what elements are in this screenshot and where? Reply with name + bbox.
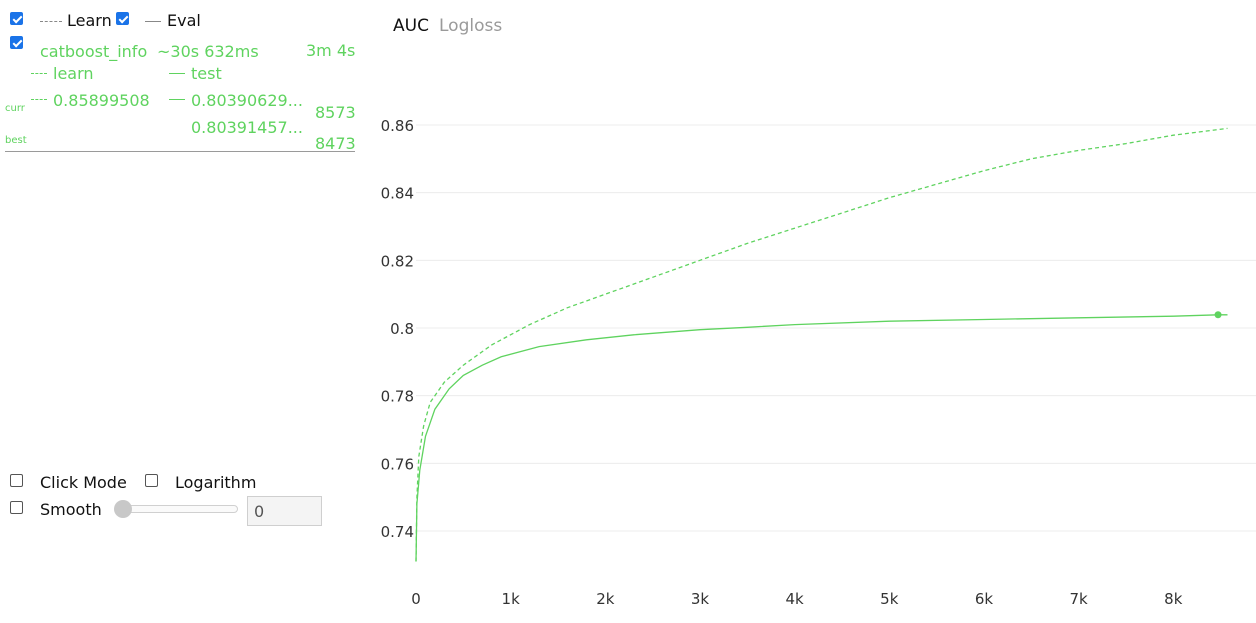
- smooth-value-input[interactable]: [247, 496, 322, 526]
- run-remaining-time: ~30s 632ms: [157, 42, 259, 61]
- logarithm-checkbox[interactable]: [145, 474, 158, 487]
- learn-column-dash-icon: [31, 73, 47, 74]
- test-column-line-icon: [169, 73, 185, 74]
- best-iteration: 8473: [315, 134, 356, 153]
- best-iteration-point[interactable]: [1214, 311, 1222, 319]
- curr-learn-dash-icon: [31, 99, 47, 100]
- x-tick-label: 2k: [596, 590, 615, 608]
- y-tick-label: 0.8: [390, 320, 414, 338]
- tab-logloss[interactable]: Logloss: [439, 16, 503, 36]
- click-mode-checkbox[interactable]: [10, 474, 23, 487]
- eval-legend-line-icon: [145, 21, 161, 22]
- click-mode-label: Click Mode: [40, 473, 127, 492]
- test-column-header: test: [191, 64, 222, 83]
- run-elapsed-time: 3m 4s: [306, 41, 356, 60]
- curr-learn-value: 0.85899508: [53, 91, 150, 110]
- y-tick-label: 0.76: [381, 455, 414, 473]
- run-divider: [5, 151, 355, 152]
- curr-iteration: 8573: [315, 103, 356, 122]
- best-row-label: best: [5, 135, 27, 146]
- smooth-checkbox[interactable]: [10, 501, 23, 514]
- learn-column-header: learn: [53, 64, 94, 83]
- learn-legend-dash-icon: [40, 21, 62, 22]
- learn-checkbox[interactable]: [10, 12, 23, 25]
- x-tick-label: 0: [411, 590, 421, 608]
- smooth-label: Smooth: [40, 500, 102, 519]
- learn-legend-label: Learn: [67, 11, 112, 30]
- eval-legend-label: Eval: [167, 11, 201, 30]
- y-tick-label: 0.82: [381, 252, 414, 270]
- y-tick-label: 0.78: [381, 388, 414, 406]
- series-test-line: [415, 314, 1228, 562]
- eval-checkbox[interactable]: [116, 12, 129, 25]
- x-tick-label: 5k: [880, 590, 899, 608]
- curr-row-label: curr: [5, 103, 25, 114]
- logarithm-label: Logarithm: [175, 473, 257, 492]
- curr-test-value: 0.80390629...: [191, 91, 303, 110]
- x-tick-label: 7k: [1070, 590, 1089, 608]
- best-test-value: 0.80391457...: [191, 118, 303, 137]
- x-tick-label: 4k: [786, 590, 805, 608]
- y-tick-label: 0.86: [381, 117, 414, 135]
- x-tick-label: 1k: [502, 590, 521, 608]
- smooth-slider-handle[interactable]: [114, 500, 132, 518]
- x-tick-label: 8k: [1164, 590, 1183, 608]
- run-name: catboost_info: [40, 42, 148, 61]
- x-tick-label: 6k: [975, 590, 994, 608]
- y-tick-label: 0.74: [381, 523, 414, 541]
- run-checkbox[interactable]: [10, 36, 23, 49]
- x-tick-label: 3k: [691, 590, 710, 608]
- y-tick-label: 0.84: [381, 185, 414, 203]
- series-learn-line: [415, 127, 1228, 562]
- curr-test-line-icon: [169, 99, 185, 100]
- tab-auc[interactable]: AUC: [393, 16, 429, 36]
